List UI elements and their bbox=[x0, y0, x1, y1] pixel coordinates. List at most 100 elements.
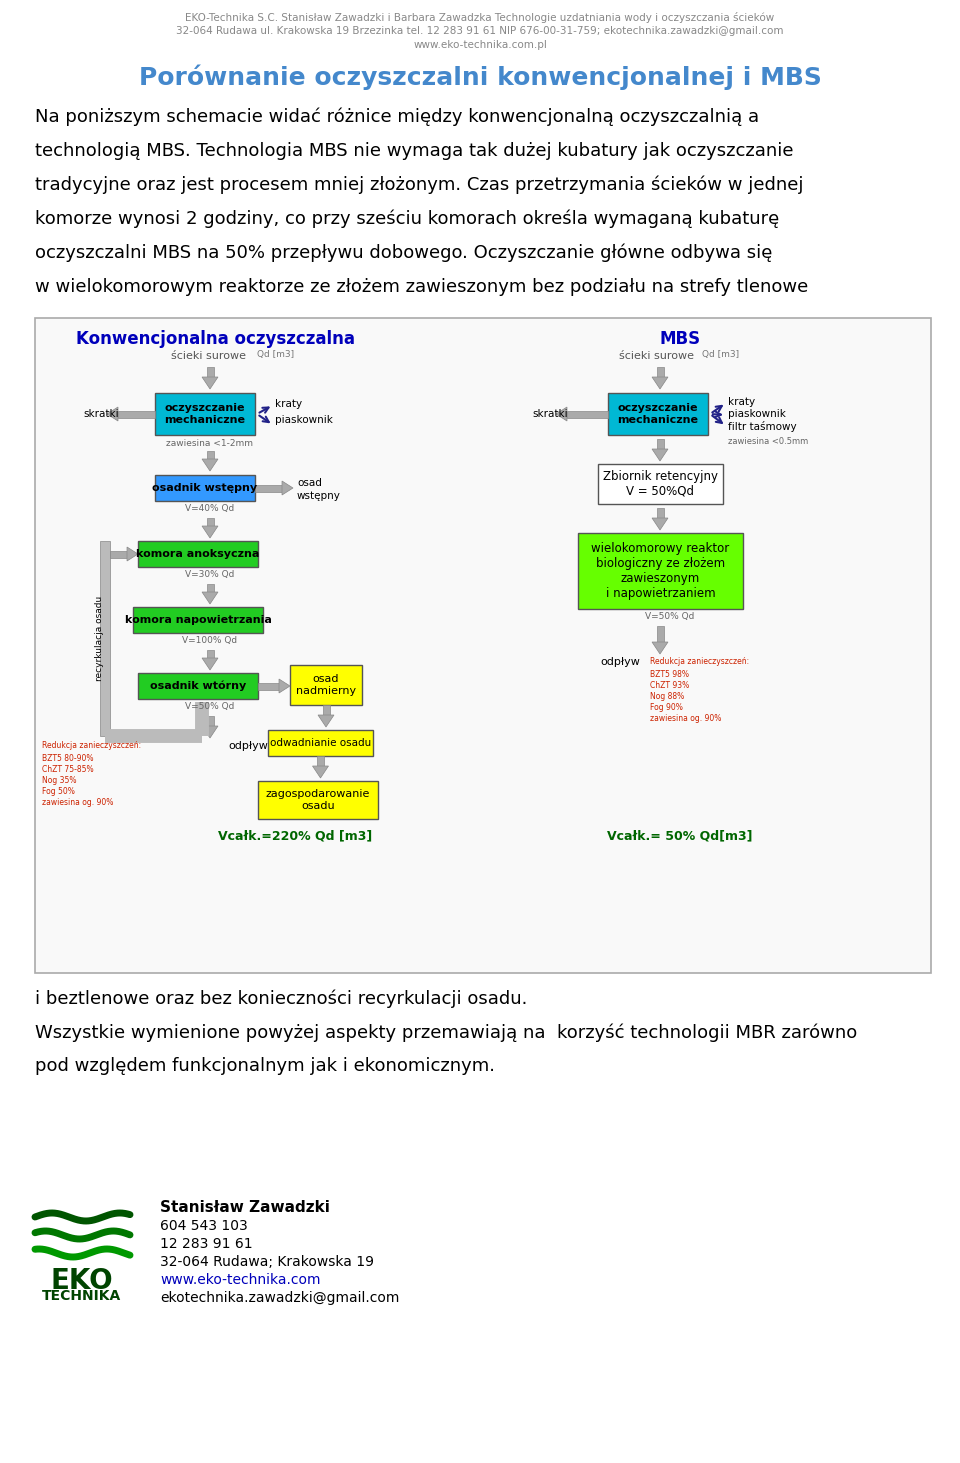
Text: zawiesina og. 90%: zawiesina og. 90% bbox=[650, 714, 721, 723]
Polygon shape bbox=[255, 484, 282, 492]
Text: Vcałk.=220% Qd [m3]: Vcałk.=220% Qd [m3] bbox=[218, 830, 372, 843]
Text: odwadnianie osadu: odwadnianie osadu bbox=[270, 737, 372, 748]
Text: Vcałk.= 50% Qd[m3]: Vcałk.= 50% Qd[m3] bbox=[608, 830, 753, 843]
Polygon shape bbox=[202, 658, 218, 670]
Polygon shape bbox=[107, 407, 118, 421]
Polygon shape bbox=[258, 683, 279, 689]
Text: Redukcja zanieczyszczeń:: Redukcja zanieczyszczeń: bbox=[650, 657, 749, 666]
Polygon shape bbox=[567, 411, 608, 417]
Polygon shape bbox=[202, 377, 218, 389]
Polygon shape bbox=[657, 367, 663, 377]
Polygon shape bbox=[100, 541, 110, 736]
Text: kraty: kraty bbox=[728, 396, 756, 407]
Text: Fog 50%: Fog 50% bbox=[42, 787, 75, 796]
Text: 12 283 91 61: 12 283 91 61 bbox=[160, 1238, 252, 1251]
Text: Stanisław Zawadzki: Stanisław Zawadzki bbox=[160, 1200, 330, 1214]
Text: tradycyjne oraz jest procesem mniej złożonym. Czas przetrzymania ścieków w jedne: tradycyjne oraz jest procesem mniej złoż… bbox=[35, 176, 804, 195]
FancyBboxPatch shape bbox=[268, 730, 373, 756]
Polygon shape bbox=[657, 626, 663, 642]
Text: Qd [m3]: Qd [m3] bbox=[257, 350, 294, 358]
Polygon shape bbox=[118, 411, 155, 417]
Text: BZT5 80-90%: BZT5 80-90% bbox=[42, 753, 93, 764]
Polygon shape bbox=[206, 650, 213, 658]
Text: Redukcja zanieczyszczeń:: Redukcja zanieczyszczeń: bbox=[42, 740, 141, 751]
Polygon shape bbox=[556, 407, 567, 421]
Text: EKO-Technika S.C. Stanisław Zawadzki i Barbara Zawadzka Technologie uzdatniania : EKO-Technika S.C. Stanisław Zawadzki i B… bbox=[185, 12, 775, 23]
Text: zawiesina <0.5mm: zawiesina <0.5mm bbox=[728, 437, 808, 446]
Polygon shape bbox=[202, 726, 218, 737]
Text: Zbiornik retencyjny
V = 50%Qd: Zbiornik retencyjny V = 50%Qd bbox=[603, 470, 718, 497]
Polygon shape bbox=[279, 679, 290, 693]
Text: BZT5 98%: BZT5 98% bbox=[650, 670, 689, 679]
Text: skratki: skratki bbox=[532, 410, 567, 418]
Text: ścieki surowe: ścieki surowe bbox=[171, 351, 250, 361]
Polygon shape bbox=[657, 508, 663, 518]
Text: TECHNIKA: TECHNIKA bbox=[42, 1289, 122, 1304]
Text: V=100% Qd: V=100% Qd bbox=[182, 636, 237, 645]
Text: Nog 35%: Nog 35% bbox=[42, 775, 77, 786]
Polygon shape bbox=[127, 547, 138, 560]
Text: V=50% Qd: V=50% Qd bbox=[645, 612, 695, 620]
Text: osad: osad bbox=[297, 478, 322, 489]
Polygon shape bbox=[652, 377, 668, 389]
Text: w wielokomorowym reaktorze ze złożem zawieszonym bez podziału na strefy tlenowe: w wielokomorowym reaktorze ze złożem zaw… bbox=[35, 278, 808, 296]
Text: osad
nadmierny: osad nadmierny bbox=[296, 674, 356, 696]
Text: EKO: EKO bbox=[51, 1267, 113, 1295]
Text: odpływ: odpływ bbox=[228, 740, 268, 751]
Text: www.eko-technika.com: www.eko-technika.com bbox=[160, 1273, 321, 1287]
Polygon shape bbox=[206, 518, 213, 527]
Text: piaskownik: piaskownik bbox=[728, 410, 786, 418]
FancyBboxPatch shape bbox=[598, 464, 723, 503]
Text: oczyszczanie
mechaniczne: oczyszczanie mechaniczne bbox=[164, 404, 246, 424]
FancyBboxPatch shape bbox=[258, 781, 378, 819]
FancyBboxPatch shape bbox=[35, 317, 931, 973]
Polygon shape bbox=[652, 449, 668, 461]
Text: osadnik wstępny: osadnik wstępny bbox=[153, 483, 257, 493]
Text: 32-064 Rudawa; Krakowska 19: 32-064 Rudawa; Krakowska 19 bbox=[160, 1255, 374, 1268]
Text: technologią MBS. Technologia MBS nie wymaga tak dużej kubatury jak oczyszczanie: technologią MBS. Technologia MBS nie wym… bbox=[35, 142, 794, 159]
Text: kraty: kraty bbox=[275, 399, 302, 410]
Text: ChZT 75-85%: ChZT 75-85% bbox=[42, 765, 94, 774]
Polygon shape bbox=[318, 715, 334, 727]
Text: komora napowietrzania: komora napowietrzania bbox=[125, 614, 272, 625]
Polygon shape bbox=[206, 451, 213, 459]
Polygon shape bbox=[282, 481, 293, 494]
Polygon shape bbox=[206, 584, 213, 593]
FancyBboxPatch shape bbox=[608, 394, 708, 435]
Polygon shape bbox=[323, 705, 329, 715]
Text: V=30% Qd: V=30% Qd bbox=[185, 571, 234, 579]
Text: oczyszczalni MBS na 50% przepływu dobowego. Oczyszczanie główne odbywa się: oczyszczalni MBS na 50% przepływu dobowe… bbox=[35, 244, 773, 262]
Polygon shape bbox=[652, 642, 668, 654]
Polygon shape bbox=[202, 593, 218, 604]
Text: piaskownik: piaskownik bbox=[275, 415, 333, 424]
Text: ścieki surowe: ścieki surowe bbox=[619, 351, 701, 361]
FancyBboxPatch shape bbox=[155, 394, 255, 435]
Text: 32-064 Rudawa ul. Krakowska 19 Brzezinka tel. 12 283 91 61 NIP 676-00-31-759; ek: 32-064 Rudawa ul. Krakowska 19 Brzezinka… bbox=[177, 26, 783, 37]
Polygon shape bbox=[317, 756, 324, 767]
Text: ChZT 93%: ChZT 93% bbox=[650, 680, 689, 691]
Text: osadnik wtórny: osadnik wtórny bbox=[150, 680, 246, 691]
Text: Porównanie oczyszczalni konwencjonalnej i MBS: Porównanie oczyszczalni konwencjonalnej … bbox=[138, 64, 822, 91]
Text: recyrkulacja osadu: recyrkulacja osadu bbox=[95, 595, 105, 682]
Text: komora anoksyczna: komora anoksyczna bbox=[136, 549, 260, 559]
Polygon shape bbox=[313, 767, 328, 778]
Text: odpływ: odpływ bbox=[600, 657, 640, 667]
Text: i beztlenowe oraz bez konieczności recyrkulacji osadu.: i beztlenowe oraz bez konieczności recyr… bbox=[35, 989, 527, 1008]
Text: Qd [m3]: Qd [m3] bbox=[702, 350, 739, 358]
Polygon shape bbox=[206, 367, 213, 377]
FancyBboxPatch shape bbox=[138, 541, 258, 568]
Text: wstępny: wstępny bbox=[297, 492, 341, 500]
Polygon shape bbox=[110, 550, 127, 557]
Text: V=40% Qd: V=40% Qd bbox=[185, 503, 234, 514]
Text: ekotechnika.zawadzki@gmail.com: ekotechnika.zawadzki@gmail.com bbox=[160, 1290, 399, 1305]
FancyBboxPatch shape bbox=[138, 673, 258, 699]
Polygon shape bbox=[652, 518, 668, 530]
Text: Wszystkie wymienione powyżej aspekty przemawiają na  korzyść technologii MBR zar: Wszystkie wymienione powyżej aspekty prz… bbox=[35, 1023, 857, 1042]
Text: 604 543 103: 604 543 103 bbox=[160, 1219, 248, 1233]
FancyBboxPatch shape bbox=[155, 475, 255, 500]
FancyBboxPatch shape bbox=[578, 533, 743, 609]
Polygon shape bbox=[657, 439, 663, 449]
FancyBboxPatch shape bbox=[133, 607, 263, 633]
Text: Fog 90%: Fog 90% bbox=[650, 704, 683, 712]
Text: MBS: MBS bbox=[660, 331, 701, 348]
